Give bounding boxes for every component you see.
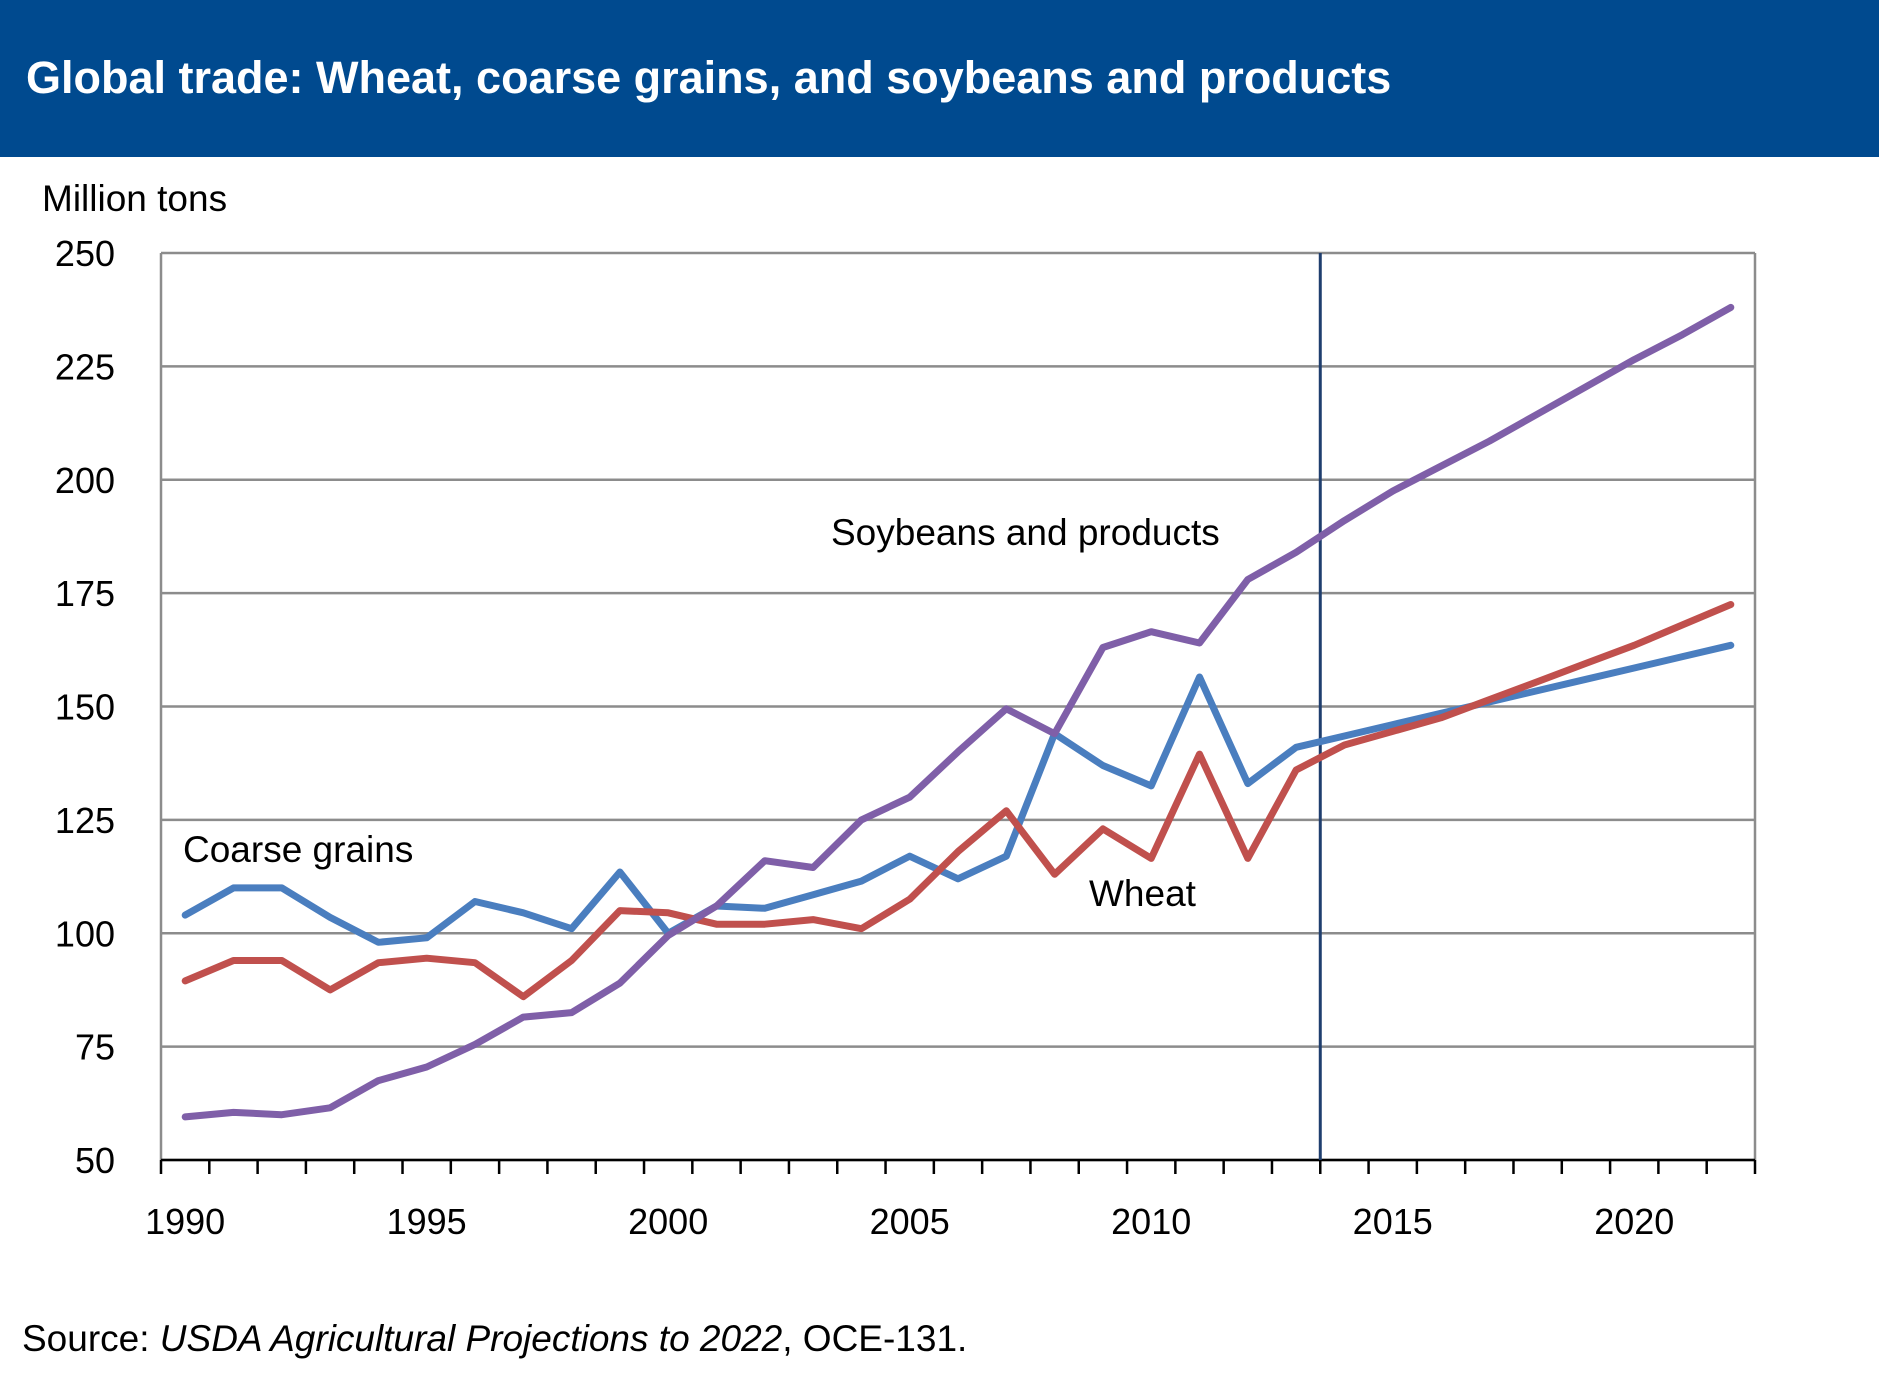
source-suffix: , OCE-131.: [782, 1318, 968, 1359]
source-note: Source: USDA Agricultural Projections to…: [22, 1318, 967, 1360]
series-line-coarse-grains: [181, 641, 1735, 946]
series-line-wheat: [181, 601, 1735, 1001]
series-line-soybeans-and-products: [181, 303, 1735, 1121]
y-tick-label: 150: [55, 687, 115, 728]
x-tick-label: 1995: [387, 1201, 467, 1242]
y-tick-label: 175: [55, 573, 115, 614]
annotation-soybeans: Soybeans and products: [831, 512, 1220, 553]
x-tick-label: 2000: [628, 1201, 708, 1242]
x-tick-label: 2015: [1353, 1201, 1433, 1242]
y-tick-label: 75: [75, 1027, 115, 1068]
title-bar: Global trade: Wheat, coarse grains, and …: [0, 0, 1879, 157]
chart: Million tons 50 75 100 125 150 175 200 225 250 1…: [42, 178, 1757, 1242]
y-axis-title: Million tons: [42, 178, 227, 219]
x-axis-ticks: 1990 1995 2000 2005 2010 2015 2020: [145, 1160, 1757, 1242]
y-tick-label: 100: [55, 913, 115, 954]
y-tick-label: 200: [55, 460, 115, 501]
y-axis-ticks: 50 75 100 125 150 175 200 225 250: [55, 233, 115, 1181]
series-lines: [181, 303, 1735, 1121]
y-tick-label: 250: [55, 233, 115, 274]
gridlines: [159, 251, 1757, 1162]
x-tick-label: 2020: [1594, 1201, 1674, 1242]
source-prefix: Source:: [22, 1318, 160, 1359]
y-tick-label: 225: [55, 346, 115, 387]
x-tick-label: 2005: [870, 1201, 950, 1242]
x-tick-label: 1990: [145, 1201, 225, 1242]
annotation-wheat: Wheat: [1089, 873, 1197, 914]
source-publication: USDA Agricultural Projections to 2022: [159, 1318, 783, 1359]
y-tick-label: 50: [75, 1140, 115, 1181]
chart-title: Global trade: Wheat, coarse grains, and …: [26, 52, 1392, 103]
x-tick-label: 2010: [1111, 1201, 1191, 1242]
annotation-coarse-grains: Coarse grains: [183, 829, 413, 870]
y-tick-label: 125: [55, 800, 115, 841]
